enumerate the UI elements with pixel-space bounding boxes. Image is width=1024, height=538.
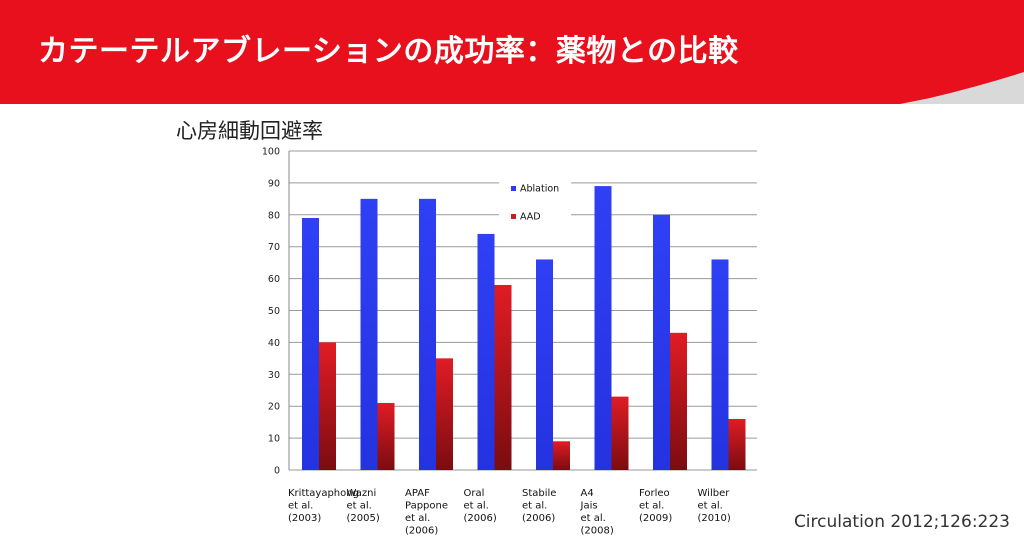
x-tick-label: et al. (464, 501, 489, 512)
header-banner (0, 0, 1024, 104)
aad-bar (670, 332, 687, 470)
x-tick-label: (2005) (347, 513, 380, 524)
y-axis: 0 10 20 30 40 50 60 70 80 90 100 (262, 147, 290, 477)
y-tick-label: 20 (268, 402, 280, 413)
x-tick-label: Wazni (347, 488, 377, 499)
x-tick-label: Wilber (698, 488, 731, 499)
y-tick-label: 80 (268, 210, 280, 221)
x-tick-label: (2009) (639, 513, 672, 524)
citation: Circulation 2012;126:223 (793, 512, 1010, 532)
x-tick-label: Pappone (405, 501, 448, 512)
x-tick-label: A4 (581, 488, 594, 499)
aad-bar (377, 403, 395, 470)
x-tick-label: (2003) (288, 513, 321, 524)
y-tick-label: 40 (268, 338, 280, 349)
x-tick-label: (2010) (698, 513, 731, 524)
ablation-bar (711, 259, 729, 470)
y-tick-label: 30 (268, 370, 280, 381)
header-red-band (0, 0, 1024, 104)
x-tick-label: Krittayaphong (288, 488, 359, 499)
ablation-bar (419, 198, 436, 470)
legend-label: Ablation (520, 184, 559, 195)
legend-swatch (511, 214, 516, 219)
x-tick-label: (2006) (522, 513, 555, 524)
ablation-bar (477, 233, 495, 470)
aad-bar (494, 284, 512, 470)
bars (302, 186, 746, 470)
aad-bar (436, 358, 453, 470)
x-tick-label: et al. (639, 501, 664, 512)
legend-label: AAD (520, 212, 541, 223)
x-tick-label: (2006) (405, 526, 438, 537)
x-tick-label: APAF (405, 488, 430, 499)
x-tick-label: Forleo (639, 488, 670, 499)
ablation-bar (536, 259, 553, 470)
legend: Ablation AAD (499, 178, 571, 226)
x-tick-label: et al. (288, 501, 313, 512)
aad-bar (728, 418, 746, 470)
legend-swatch (511, 186, 516, 191)
chart-title: 心房細動回避率 (176, 119, 323, 143)
ablation-bar (653, 214, 670, 470)
y-tick-label: 90 (268, 178, 280, 189)
x-tick-label: Jais (580, 501, 598, 512)
ablation-bar (302, 217, 319, 470)
aad-bar (611, 396, 629, 470)
aad-bar (553, 441, 570, 470)
ablation-bar (594, 186, 612, 470)
x-tick-label: et al. (522, 501, 547, 512)
x-tick-label: et al. (405, 513, 430, 524)
x-tick-label: (2008) (581, 526, 614, 537)
ablation-bar (360, 198, 378, 470)
y-tick-label: 10 (268, 434, 280, 445)
y-tick-label: 0 (274, 466, 280, 477)
y-tick-label: 70 (268, 242, 280, 253)
x-tick-label: et al. (698, 501, 723, 512)
y-tick-label: 50 (268, 306, 280, 317)
y-tick-label: 60 (268, 274, 280, 285)
x-tick-label: et al. (347, 501, 372, 512)
x-tick-label: et al. (581, 513, 606, 524)
x-tick-label: (2006) (464, 513, 497, 524)
x-tick-label: Oral (464, 488, 485, 499)
x-tick-label: Stabile (522, 488, 556, 499)
slide-title: カテーテルアブレーションの成功率：薬物との比較 (38, 34, 739, 69)
aad-bar (319, 342, 336, 470)
y-tick-label: 100 (262, 147, 280, 158)
